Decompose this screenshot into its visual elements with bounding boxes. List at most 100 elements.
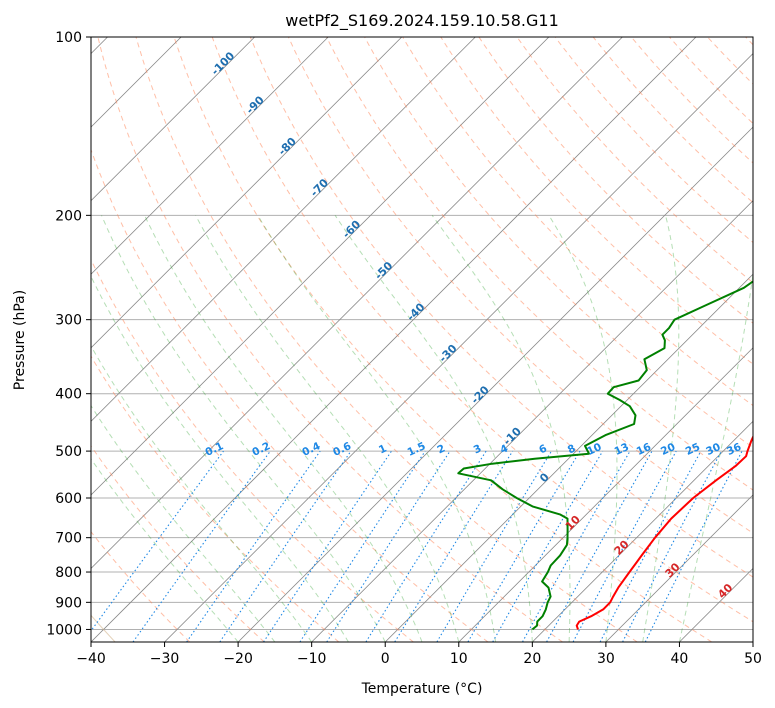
y-tick-label: 300 <box>55 313 82 329</box>
x-tick-label: −20 <box>223 651 253 667</box>
mixing-ratio-label: 13 <box>613 441 631 458</box>
skewed-isotherm <box>91 37 623 570</box>
mixing-ratio-lines <box>91 450 743 642</box>
y-axis-label: Pressure (hPa) <box>12 290 28 390</box>
x-tick-label: 0 <box>381 651 390 667</box>
dry-adiabat <box>516 37 753 284</box>
x-tick-label: 10 <box>450 651 468 667</box>
moist-adiabat <box>642 215 680 642</box>
skewed-isotherm <box>91 37 550 496</box>
skewed-isotherm <box>384 273 753 642</box>
moist-adiabat <box>334 215 533 642</box>
mixing-ratio-line <box>644 450 743 642</box>
mixing-ratio-label: 16 <box>635 441 653 458</box>
mixing-ratio-line <box>546 450 653 642</box>
skewed-isotherm <box>91 37 403 349</box>
x-axis-label: Temperature (°C) <box>361 681 483 697</box>
skewed-isotherm <box>532 420 753 642</box>
dry-adiabat <box>287 37 753 534</box>
dry-adiabat <box>91 530 191 642</box>
mixing-ratio-label: 10 <box>585 441 603 458</box>
dry-adiabat <box>97 37 563 642</box>
dry-adiabats <box>91 37 753 642</box>
x-tick-label: 50 <box>744 651 762 667</box>
mixing-ratio-label: 4 <box>498 442 510 456</box>
moist-adiabat <box>91 345 313 642</box>
skewed-isotherm <box>164 52 753 642</box>
skewed-isotherm <box>605 494 753 642</box>
y-tick-label: 100 <box>55 30 82 46</box>
skewed-isotherm <box>237 126 753 642</box>
y-axis-ticks: 100 200 300 400 500 600 700 800 900 1000 <box>46 30 91 638</box>
dry-adiabat <box>440 37 753 365</box>
mixing-ratio-line <box>219 450 352 642</box>
x-tick-label: −30 <box>150 651 180 667</box>
mixing-ratio-label: 3 <box>472 442 484 456</box>
moist-adiabat <box>257 215 497 642</box>
x-tick-label: 40 <box>671 651 689 667</box>
dry-adiabat <box>135 37 638 642</box>
mixing-ratio-line <box>186 450 321 642</box>
dry-adiabat <box>211 37 753 623</box>
skewed-isotherm <box>91 37 697 642</box>
mixing-ratio-label: 6 <box>537 442 549 456</box>
skewed-isotherm <box>91 37 255 202</box>
skewed-isotherm <box>91 37 476 422</box>
chart-title: wetPf2_S169.2024.159.10.58.G11 <box>285 11 559 31</box>
x-tick-label: 20 <box>523 651 541 667</box>
mixing-ratio-label: 2 <box>436 442 448 456</box>
mixing-ratio-line <box>132 450 271 642</box>
mixing-ratio-label: 36 <box>725 441 743 458</box>
sounding-series <box>457 280 753 631</box>
skewed-isotherm <box>91 37 329 275</box>
dry-adiabat <box>249 37 753 578</box>
dry-adiabat <box>630 37 753 164</box>
y-tick-label: 800 <box>55 565 82 581</box>
mixing-ratio-line <box>522 450 631 642</box>
y-tick-label: 1000 <box>46 622 82 638</box>
x-tick-label: 30 <box>597 651 615 667</box>
moist-adiabat <box>144 215 423 642</box>
dry-adiabat <box>592 37 753 204</box>
mixing-ratio-label: 8 <box>566 442 578 456</box>
y-tick-label: 500 <box>55 444 82 460</box>
skewed-isotherm <box>458 347 753 642</box>
moist-adiabat <box>91 275 349 642</box>
mixing-ratio-label: 1 <box>377 442 389 456</box>
dewpoint-line <box>457 280 753 631</box>
mixing-ratio-line <box>572 450 677 642</box>
mixing-ratio-label: 30 <box>704 441 722 458</box>
plot-area: -100-90-80-70-60-50-40-30-20-10010203040… <box>91 37 753 642</box>
mixing-ratio-line <box>394 450 514 642</box>
y-tick-label: 700 <box>55 531 82 547</box>
dry-adiabat <box>478 37 753 324</box>
dry-adiabat <box>91 355 340 642</box>
mixing-ratio-line <box>263 450 392 642</box>
plot-frame <box>90 36 754 643</box>
moist-adiabat <box>678 270 753 642</box>
moist-adiabat <box>91 457 239 642</box>
mixing-ratio-line <box>299 450 426 642</box>
dry-adiabat <box>326 37 753 491</box>
moist-adiabat <box>195 215 460 642</box>
temperature-line <box>575 434 753 630</box>
x-tick-label: −10 <box>297 651 327 667</box>
y-tick-label: 400 <box>55 387 82 403</box>
x-axis-ticks: −40 −30 −20 −10 0 10 20 30 40 50 <box>76 642 762 667</box>
skewed-isotherms <box>91 37 753 642</box>
moist-adiabat <box>548 215 618 642</box>
dry-adiabat <box>402 37 753 407</box>
x-tick-label: −40 <box>76 651 106 667</box>
y-tick-label: 900 <box>55 595 82 611</box>
y-tick-label: 600 <box>55 491 82 507</box>
dry-adiabat <box>364 37 753 449</box>
dry-adiabat <box>554 37 753 244</box>
y-tick-label: 200 <box>55 208 82 224</box>
pressure-gridlines <box>91 37 753 630</box>
mixing-ratio-line <box>326 450 451 642</box>
moist-adiabat <box>431 215 571 642</box>
mixing-ratio-label: 20 <box>659 441 677 458</box>
mixing-ratio-label: 25 <box>684 441 702 458</box>
